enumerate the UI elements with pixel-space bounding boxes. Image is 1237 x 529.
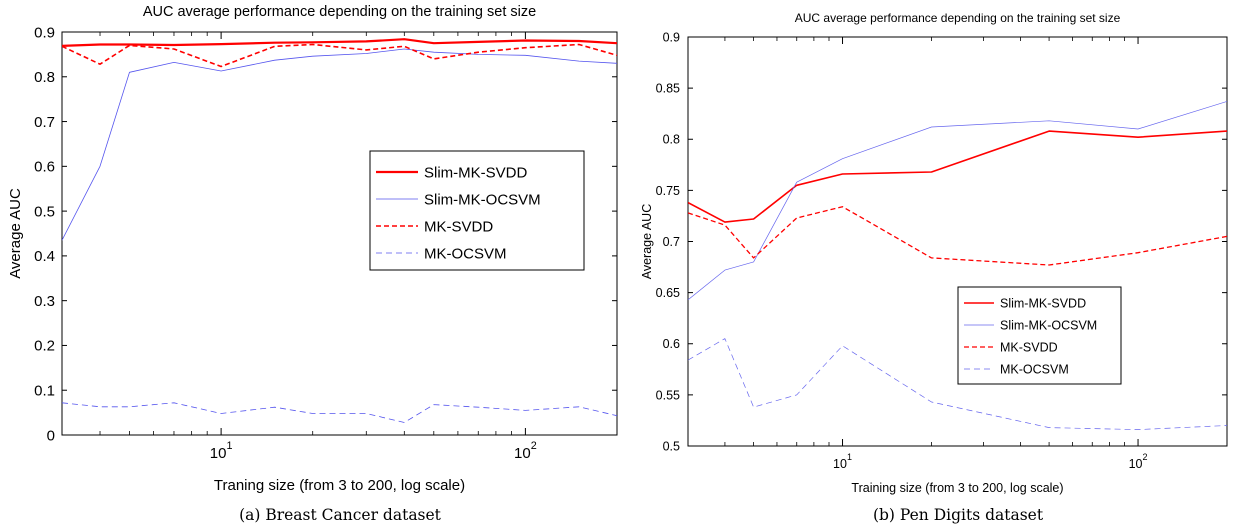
series-line-mk-ocsvm	[62, 402, 617, 423]
y-tick-label: 0.6	[663, 337, 680, 351]
series-line-slim-mk-svdd	[688, 130, 1227, 223]
x-axis-label: Training size (from 3 to 200, log scale)	[851, 481, 1063, 495]
y-tick-label: 0	[47, 427, 55, 444]
y-tick-label: 0.8	[34, 69, 55, 86]
y-tick-label: 0.3	[34, 293, 55, 310]
x-tick-label: 101	[833, 452, 852, 471]
chart-title: AUC average performance depending on the…	[143, 4, 536, 20]
chart-title: AUC average performance depending on the…	[795, 11, 1121, 25]
x-tick-label: 101	[210, 440, 233, 462]
series-line-slim-mk-svdd	[62, 38, 617, 47]
legend-label: MK-SVDD	[1000, 341, 1058, 355]
legend-label: MK-SVDD	[424, 218, 493, 235]
legend-label: MK-OCSVM	[424, 245, 507, 262]
legend-label: Slim-MK-SVDD	[1000, 297, 1086, 311]
series-line-mk-ocsvm	[688, 338, 1227, 430]
legend-label: Slim-MK-OCSVM	[424, 191, 541, 208]
series-line-slim-mk-ocsvm	[688, 101, 1227, 301]
x-tick-base: 10	[833, 457, 847, 471]
y-tick-label: 0.5	[663, 439, 680, 453]
y-tick-label: 0.2	[34, 338, 55, 355]
y-tick-label: 0.6	[34, 159, 55, 176]
axes-box	[61, 31, 618, 436]
axes-box	[687, 36, 1228, 447]
figure-caption: (a) Breast Cancer dataset	[239, 506, 442, 524]
series-line-slim-mk-ocsvm	[62, 48, 617, 241]
x-axis-label: Traning size (from 3 to 200, log scale)	[214, 477, 465, 494]
series-line-mk-svdd	[62, 43, 617, 68]
y-tick-label: 0.7	[663, 235, 680, 249]
y-tick-label: 0.7	[34, 114, 55, 131]
y-axis-label: Average AUC	[7, 188, 24, 279]
series-line-mk-svdd	[688, 206, 1227, 266]
x-tick-base: 10	[210, 445, 227, 462]
y-tick-label: 0.9	[663, 30, 680, 44]
x-tick-label: 102	[1129, 452, 1148, 471]
x-tick-exponent: 1	[226, 440, 232, 452]
y-axis-label: Average AUC	[640, 204, 654, 280]
y-tick-label: 0.9	[34, 24, 55, 41]
chart-breast-cancer: AUC average performance depending on the…	[7, 4, 618, 524]
y-tick-label: 0.1	[34, 382, 55, 399]
y-tick-label: 0.5	[34, 203, 55, 220]
x-tick-exponent: 2	[1142, 452, 1147, 462]
chart-pen-digits: AUC average performance depending on the…	[640, 11, 1228, 524]
legend-label: MK-OCSVM	[1000, 363, 1069, 377]
y-tick-label: 0.4	[34, 248, 55, 265]
x-tick-base: 10	[1129, 457, 1143, 471]
x-tick-exponent: 2	[531, 440, 537, 452]
legend-label: Slim-MK-SVDD	[424, 164, 527, 181]
x-tick-exponent: 1	[847, 452, 852, 462]
y-tick-label: 0.85	[656, 82, 680, 96]
x-tick-base: 10	[514, 445, 531, 462]
x-tick-label: 102	[514, 440, 537, 462]
figure-caption: (b) Pen Digits dataset	[873, 506, 1044, 524]
y-tick-label: 0.55	[656, 388, 680, 402]
legend-box	[369, 150, 585, 271]
y-tick-label: 0.65	[656, 286, 680, 300]
y-tick-label: 0.8	[663, 133, 680, 147]
y-tick-label: 0.75	[656, 184, 680, 198]
legend-label: Slim-MK-OCSVM	[1000, 319, 1097, 333]
